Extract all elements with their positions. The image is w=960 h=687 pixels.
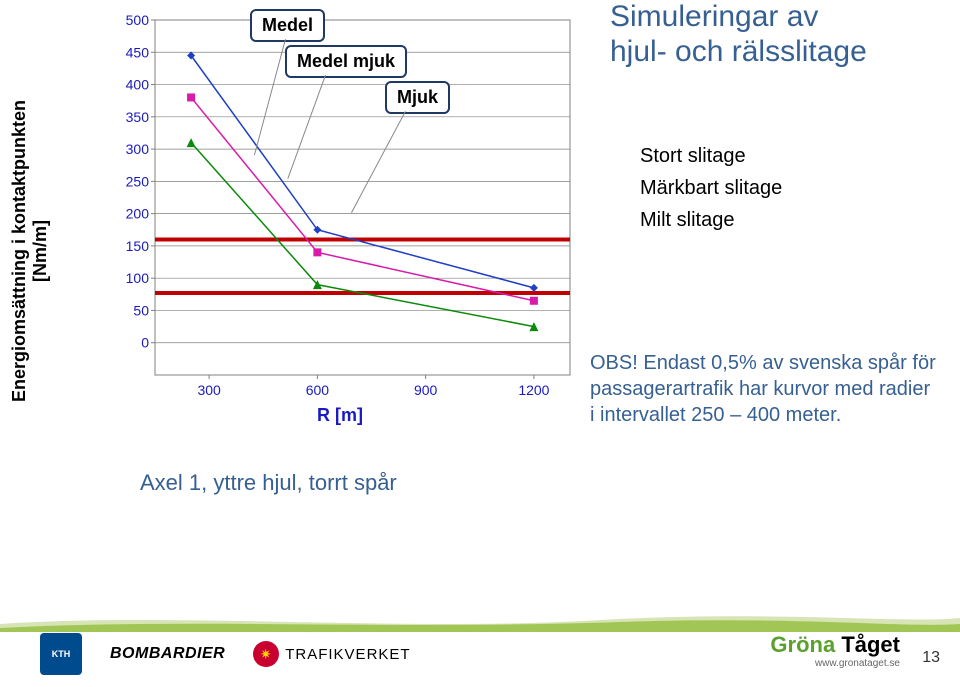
title-line1: Simuleringar av: [610, 0, 818, 33]
svg-text:0: 0: [141, 335, 149, 351]
slitage-milt: Milt slitage: [640, 204, 782, 236]
svg-text:450: 450: [126, 44, 150, 60]
footer-wave: [0, 610, 960, 632]
svg-text:300: 300: [126, 141, 150, 157]
callout-medel-mjuk: Medel mjuk: [285, 45, 407, 78]
chart-caption: Axel 1, yttre hjul, torrt spår: [140, 470, 397, 496]
grona-text: Gröna Tåget: [770, 632, 900, 658]
logo-row: KTH BOMBARDIER ✷ TRAFIKVERKET: [40, 633, 411, 675]
logo-bombardier: BOMBARDIER: [110, 645, 225, 663]
footer: KTH BOMBARDIER ✷ TRAFIKVERKET Gröna Tåge…: [0, 577, 960, 687]
logo-trafikverket: ✷ TRAFIKVERKET: [253, 641, 410, 667]
svg-text:500: 500: [126, 12, 150, 28]
svg-text:250: 250: [126, 173, 150, 189]
svg-text:50: 50: [133, 302, 149, 318]
svg-text:1200: 1200: [518, 382, 549, 398]
logo-kth: KTH: [40, 633, 82, 675]
svg-text:400: 400: [126, 77, 150, 93]
svg-text:100: 100: [126, 270, 150, 286]
callout-mjuk: Mjuk: [385, 81, 450, 114]
slide-title: Simuleringar av hjul- och rälsslitage: [610, 0, 950, 69]
obs-note: OBS! Endast 0,5% av svenska spår för pas…: [590, 350, 940, 428]
title-line2: hjul- och rälsslitage: [610, 35, 867, 68]
x-axis-label: R [m]: [100, 405, 580, 426]
trafik-icon: ✷: [253, 641, 279, 667]
svg-text:150: 150: [126, 238, 150, 254]
callout-medel: Medel: [250, 9, 325, 42]
trafik-text: TRAFIKVERKET: [285, 646, 410, 663]
slitage-markbart: Märkbart slitage: [640, 172, 782, 204]
y-axis-label: Energiomsättning i kontaktpunkten [Nm/m]: [9, 81, 51, 421]
grona-url: www.gronataget.se: [770, 658, 900, 669]
svg-text:300: 300: [197, 382, 221, 398]
page-number: 13: [922, 649, 940, 667]
svg-text:200: 200: [126, 206, 150, 222]
svg-text:900: 900: [414, 382, 438, 398]
svg-text:600: 600: [306, 382, 330, 398]
slitage-labels: Stort slitage Märkbart slitage Milt slit…: [640, 140, 782, 236]
logo-grona: Gröna Tåget www.gronataget.se: [770, 632, 900, 669]
slide: Energiomsättning i kontaktpunkten [Nm/m]…: [0, 0, 960, 687]
slitage-stort: Stort slitage: [640, 140, 782, 172]
svg-text:350: 350: [126, 109, 150, 125]
